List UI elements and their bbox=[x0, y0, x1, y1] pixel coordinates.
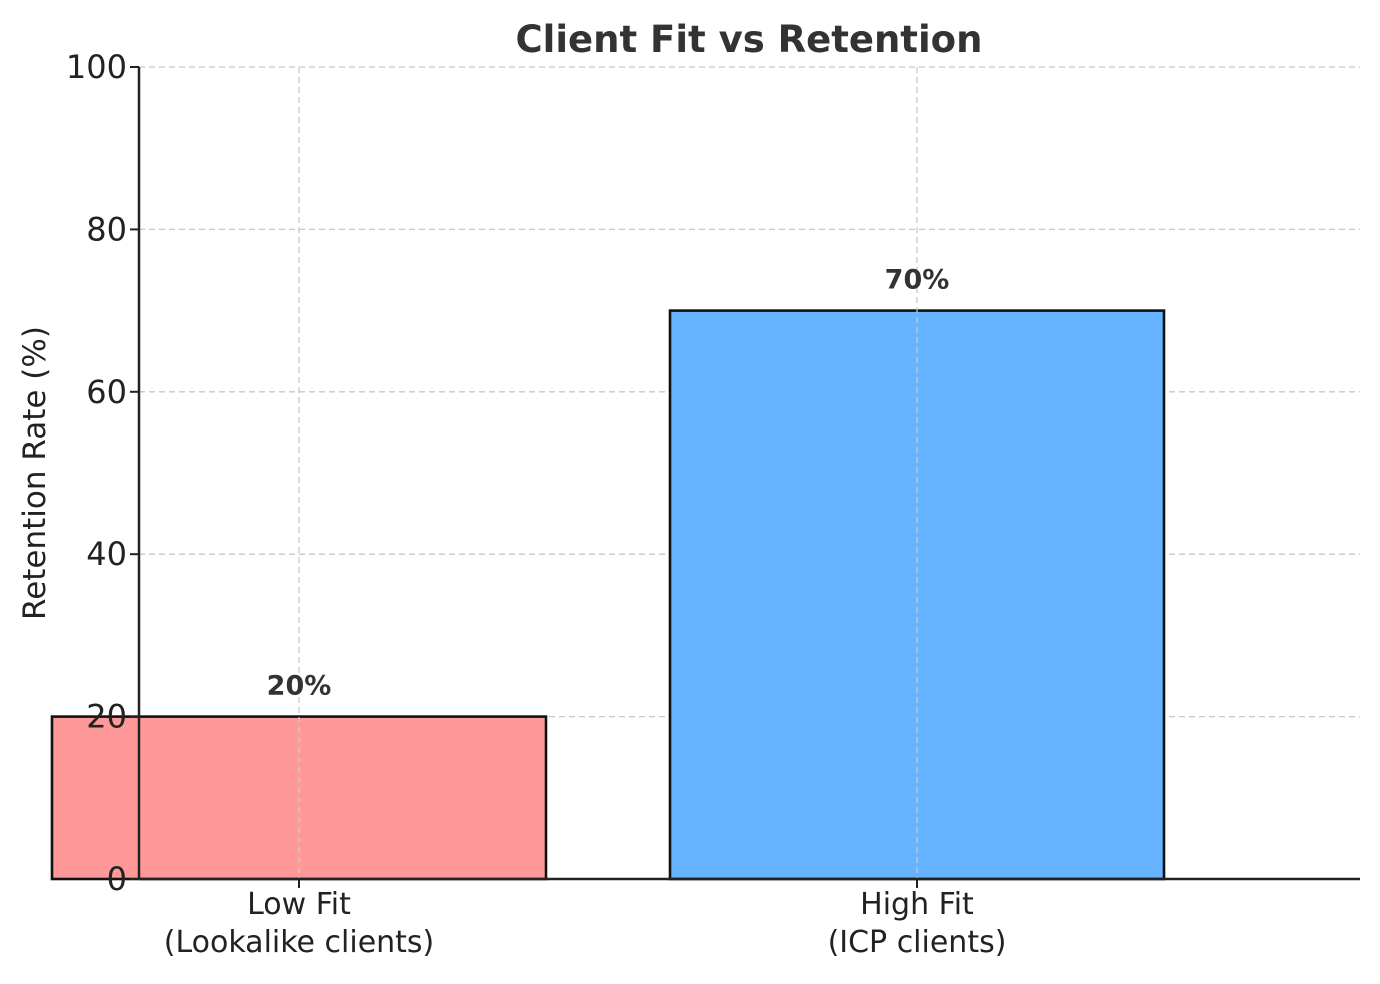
y-tick-label: 40 bbox=[86, 535, 127, 573]
y-axis-label: Retention Rate (%) bbox=[17, 326, 53, 620]
y-tick-label: 80 bbox=[86, 210, 127, 248]
x-tick-label: Low Fit bbox=[247, 887, 351, 922]
y-tick-label: 100 bbox=[66, 48, 127, 86]
x-tick-label: (Lookalike clients) bbox=[164, 925, 435, 960]
bar bbox=[668, 309, 1166, 881]
bar-value-label: 70% bbox=[885, 265, 950, 296]
x-tick-label: (ICP clients) bbox=[828, 925, 1007, 960]
y-tick-label: 20 bbox=[86, 698, 127, 736]
y-tick-label: 60 bbox=[86, 373, 127, 411]
axis-layer bbox=[130, 66, 1360, 888]
bar-layer bbox=[50, 67, 1166, 881]
bar-value-label: 20% bbox=[267, 671, 332, 702]
x-tick-label: High Fit bbox=[860, 887, 974, 922]
chart-title: Client Fit vs Retention bbox=[516, 18, 983, 61]
label-layer: 0 20 40 60 80 100 Low Fit(Lookalike clients) Hi… bbox=[66, 48, 1007, 960]
y-tick-label: 0 bbox=[107, 860, 127, 898]
